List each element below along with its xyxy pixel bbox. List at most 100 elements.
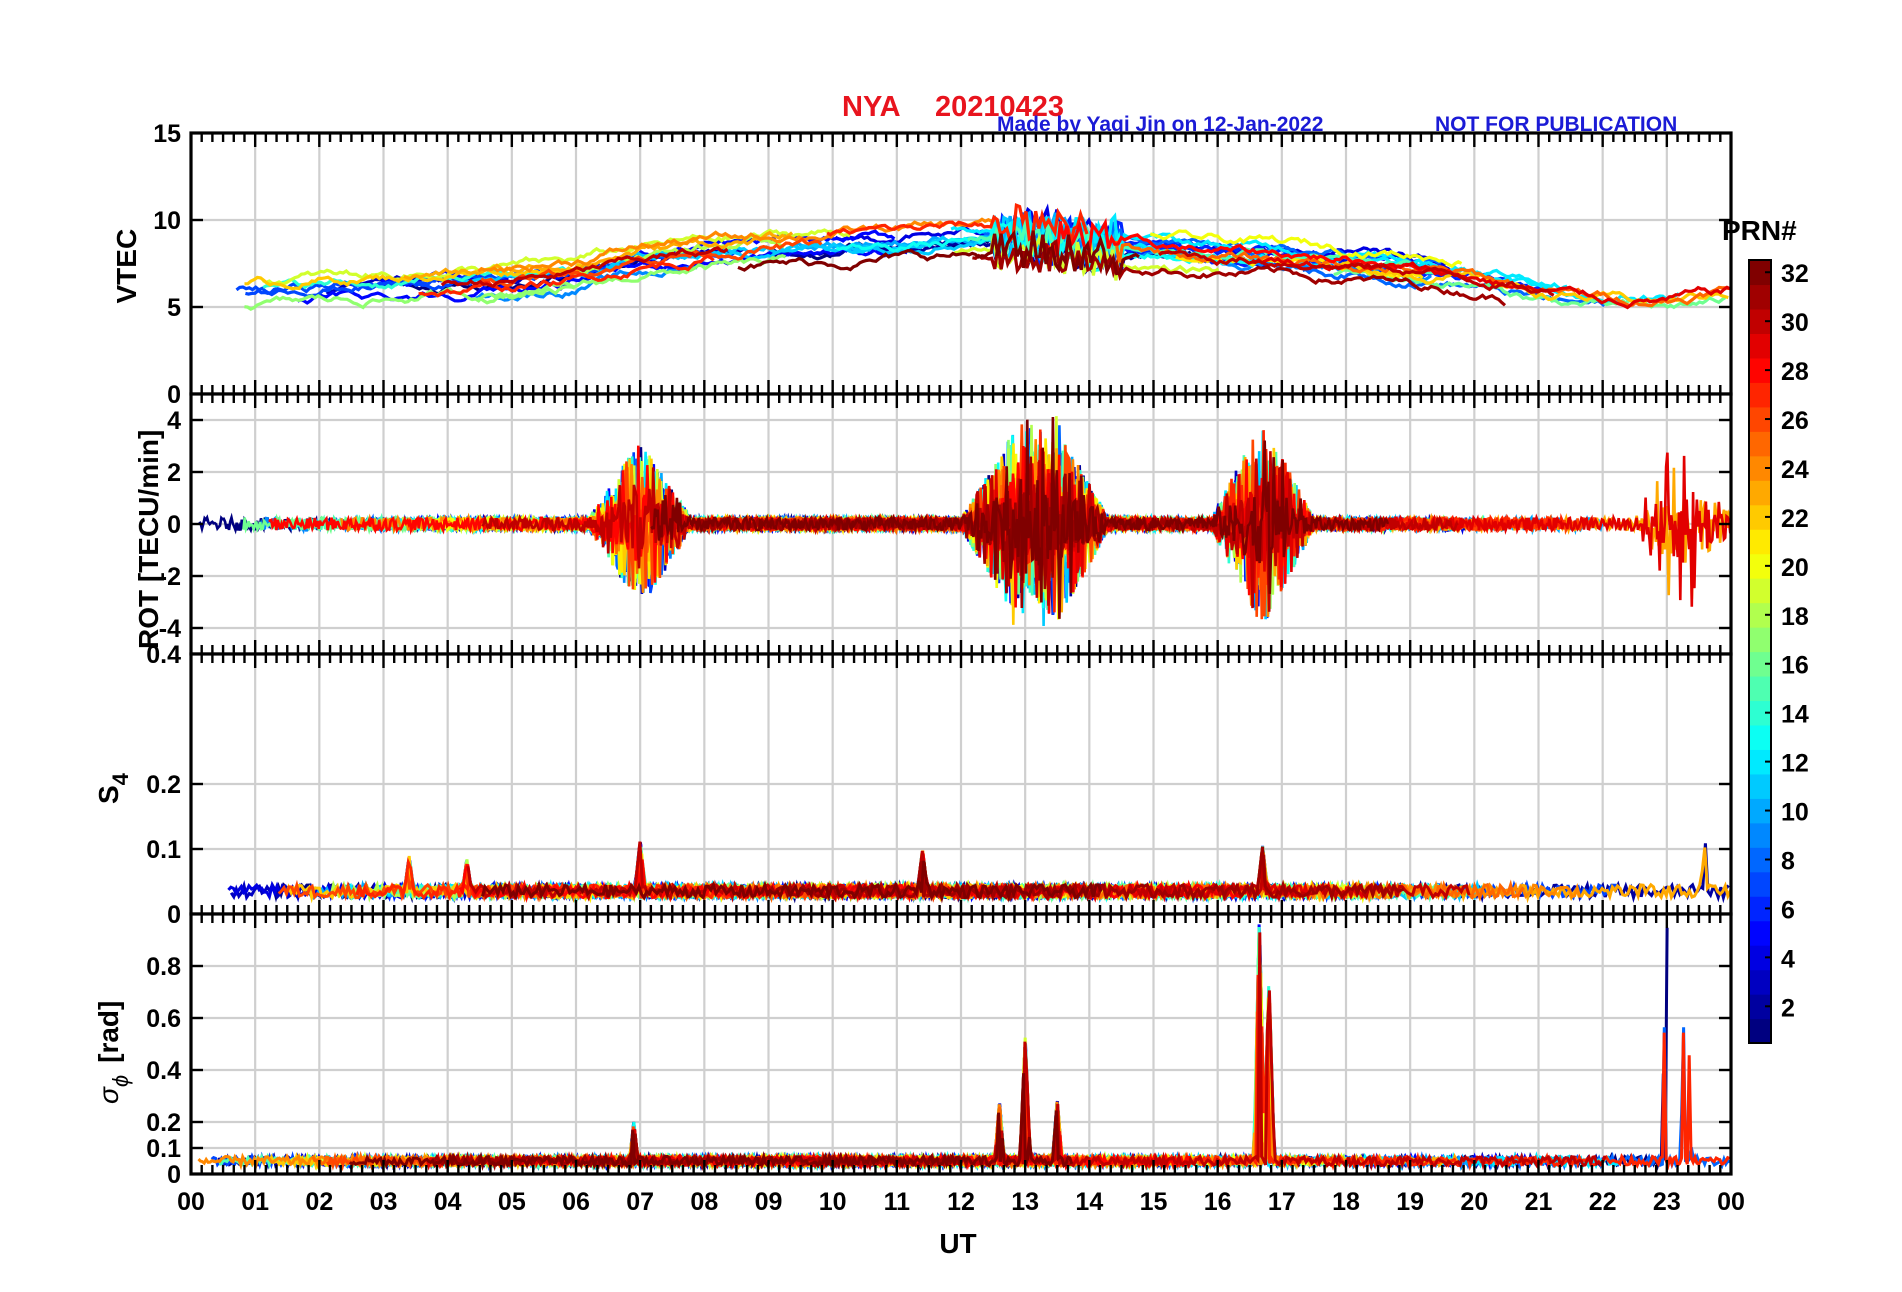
colorbar-swatch [1749, 822, 1771, 848]
colorbar-swatch [1749, 578, 1771, 604]
gridlines [191, 654, 1731, 914]
xtick-label: 20 [1460, 1188, 1488, 1216]
xtick-label: 01 [241, 1188, 269, 1216]
xtick-label: 13 [1011, 1188, 1039, 1216]
colorbar-tick-label: 26 [1781, 407, 1809, 435]
colorbar-tick-label: 28 [1781, 358, 1809, 386]
colorbar-swatch [1749, 333, 1771, 359]
ytick-label: 0.4 [146, 1057, 181, 1085]
ytick-label: 0.4 [146, 641, 181, 669]
colorbar-swatch [1749, 994, 1771, 1020]
colorbar-tick-label: 10 [1781, 799, 1809, 827]
panel-s4: 0 0.1 0.2 0.4 S4 [93, 641, 1733, 929]
ytick-label: 0 [167, 1161, 181, 1189]
colorbar-swatch [1749, 700, 1771, 726]
colorbar-swatch [1749, 651, 1771, 677]
panel-vtec: 0 5 10 15 VTEC [111, 120, 1733, 409]
colorbar-tick-label: 14 [1781, 701, 1809, 729]
xtick-label: 23 [1653, 1188, 1681, 1216]
x-axis: 00 01 02 03 04 05 06 07 08 09 10 11 12 13 14 15 16 17 18 19… [177, 1188, 1745, 1216]
chart-title-station: NYA [842, 91, 901, 123]
xtick-label: 19 [1396, 1188, 1424, 1216]
xtick-label: 07 [626, 1188, 654, 1216]
xtick-label: 03 [370, 1188, 398, 1216]
xtick-label: 21 [1525, 1188, 1553, 1216]
x-axis-label: UT [939, 1228, 976, 1259]
vtec-trace-prn-27 [418, 254, 715, 298]
colorbar-swatch [1749, 1018, 1771, 1044]
colorbar-swatch [1749, 749, 1771, 775]
colorbar-tick-label: 8 [1781, 847, 1795, 875]
ytick-label: 10 [153, 207, 181, 235]
xtick-label: 09 [755, 1188, 783, 1216]
vtec-trace-prn-20 [1149, 229, 1463, 269]
sigma-trace-prn-32 [348, 1073, 1074, 1172]
colorbar-swatch [1749, 773, 1771, 799]
vtec-trace-prn-23 [403, 230, 794, 281]
xtick-label: 22 [1589, 1188, 1617, 1216]
sigma-trace-prn-31 [432, 1133, 970, 1172]
ytick-label: 5 [167, 294, 181, 322]
colorbar-swatch [1749, 284, 1771, 310]
colorbar-swatch [1749, 504, 1771, 530]
vtec-trace-prn-24 [477, 217, 996, 273]
chart-title-date: 20210423 [935, 91, 1064, 123]
s4-ylabel: S4 [93, 772, 133, 804]
xtick-label: 04 [434, 1188, 462, 1216]
ytick-label: 0.2 [146, 771, 181, 799]
vtec-trace-prn-31 [972, 238, 1507, 307]
ytick-label: 4 [167, 407, 181, 435]
colorbar-swatch [1749, 602, 1771, 628]
vtec-ylabel: VTEC [111, 229, 142, 304]
vtec-trace-prn-27 [826, 203, 1089, 244]
colorbar-tick-label: 16 [1781, 652, 1809, 680]
vtec-trace-prn-32 [737, 229, 1140, 277]
ytick-label: 2 [167, 459, 181, 487]
colorbar-swatch [1749, 529, 1771, 555]
xtick-label: 10 [819, 1188, 847, 1216]
s4-trace-prn-32 [480, 860, 1103, 904]
colorbar-swatch [1749, 382, 1771, 408]
colorbar-swatch [1749, 308, 1771, 335]
rot-trace-prn-32 [650, 416, 1390, 619]
colorbar-tick-label: 6 [1781, 896, 1795, 924]
colorbar-swatch [1749, 627, 1771, 653]
colorbar-swatch [1749, 945, 1771, 971]
xtick-label: 14 [1075, 1188, 1103, 1216]
vtec-trace-prn-30 [440, 246, 729, 289]
xtick-label: 17 [1268, 1188, 1296, 1216]
colorbar-tick-label: 32 [1781, 260, 1809, 288]
chart-notice: NOT FOR PUBLICATION [1435, 113, 1677, 136]
colorbar-tick-label: 30 [1781, 309, 1809, 337]
colorbar-swatch [1749, 455, 1771, 481]
colorbar-title: PRN# [1722, 215, 1797, 246]
sigma-ylabel: σϕ[rad] [93, 1001, 133, 1104]
colorbar-tick-label: 18 [1781, 603, 1809, 631]
colorbar-tick-label: 20 [1781, 554, 1809, 582]
chart-credit: Made by Yaqi Jin on 12-Jan-2022 [997, 113, 1323, 136]
colorbar-swatch [1749, 896, 1771, 922]
colorbar-swatch [1749, 553, 1771, 579]
colorbar-swatch [1749, 798, 1771, 824]
colorbar-swatch [1749, 675, 1771, 702]
vtec-trace-prn-17 [477, 254, 787, 305]
s4-series [227, 841, 1731, 904]
colorbar-swatch [1749, 357, 1771, 383]
xtick-label: 00 [177, 1188, 205, 1216]
xtick-label: 06 [562, 1188, 590, 1216]
ytick-label: -2 [159, 563, 181, 591]
xtick-label: 18 [1332, 1188, 1360, 1216]
colorbar-tick-label: 2 [1781, 994, 1795, 1022]
minor-ticks [189, 914, 1733, 1174]
xtick-label: 08 [690, 1188, 718, 1216]
xtick-label: 11 [884, 1188, 911, 1216]
colorbar-swatch [1749, 260, 1771, 286]
ytick-label: 0.2 [146, 1109, 181, 1137]
vtec-trace-prn-17 [244, 285, 576, 312]
xtick-label: 02 [305, 1188, 333, 1216]
rot-series [198, 416, 1731, 627]
ytick-label: 0.1 [146, 836, 181, 864]
ytick-label: 0 [167, 511, 181, 539]
